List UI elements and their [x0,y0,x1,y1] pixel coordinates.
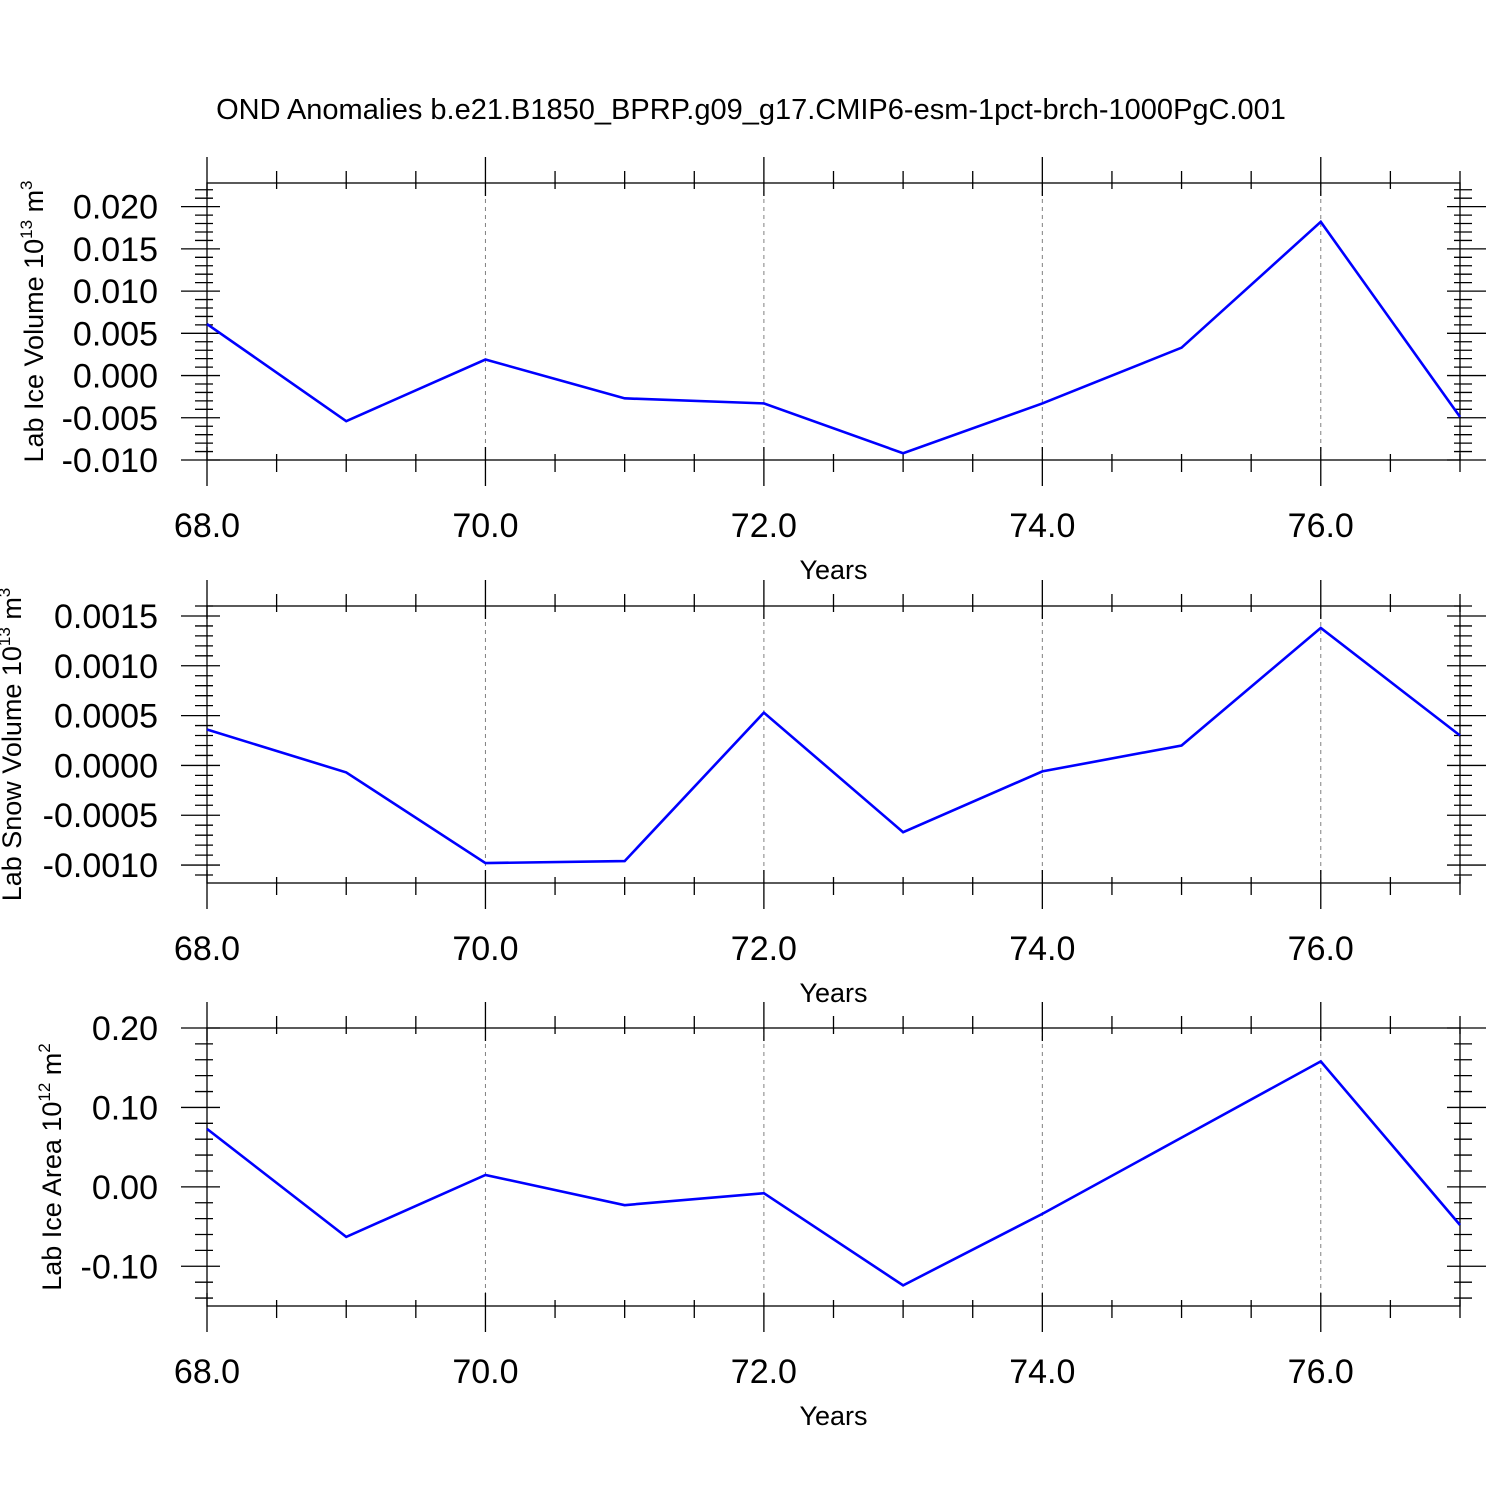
y-tick-label: 0.0010 [54,648,158,686]
y-axis-label-text: m [19,190,49,220]
y-axis-label-text: Lab Ice Area 10 [37,1102,67,1291]
x-tick-label: 76.0 [1288,507,1354,545]
y-tick-label: 0.20 [92,1010,158,1048]
y-tick-label: -0.0010 [43,847,158,885]
y-tick-label: 0.00 [92,1169,158,1207]
x-tick-label: 72.0 [731,930,797,968]
x-tick-label: 70.0 [452,1353,518,1391]
y-tick-label: 0.005 [73,315,158,353]
y-axis-label-superscript: 3 [17,180,36,189]
y-axis-label-superscript: 3 [0,588,14,597]
x-axis-label: Years [799,1401,867,1431]
x-tick-label: 70.0 [452,930,518,968]
panels: 68.0 70.0 72.0 74.0 76.0 -0.010 -0.005 0.000 0.0… [0,157,1486,1431]
y-axis-label-superscript: 13 [17,220,36,239]
x-tick-label: 72.0 [731,1353,797,1391]
x-tick-label: 74.0 [1009,507,1075,545]
y-tick-label: 0.000 [73,358,158,396]
plot-frame [206,1027,1461,1307]
x-tick-label: 76.0 [1288,930,1354,968]
panel-2: 68.0 70.0 72.0 74.0 76.0 -0.0010 -0.0005 0.0000… [0,580,1486,1008]
y-axis-label: Lab Ice Volume 1013 m3 [17,180,49,462]
x-tick-label: 68.0 [174,930,240,968]
y-axis-label-text: Lab Snow Volume 10 [0,646,27,901]
y-tick-label: 0.0005 [54,698,158,736]
x-axis-label: Years [799,978,867,1008]
panel-3: 68.0 70.0 72.0 74.0 76.0 -0.10 0.00 0.10 0.20 Yea… [35,1002,1486,1431]
series-line [206,626,1461,865]
y-axis-label-text: Lab Ice Volume 10 [19,239,49,463]
y-axis-label-superscript: 13 [0,627,14,646]
x-tick-label: 74.0 [1009,1353,1075,1391]
plot-frame [206,605,1461,884]
y-tick-label: 0.015 [73,231,158,269]
panel-1: 68.0 70.0 72.0 74.0 76.0 -0.010 -0.005 0.000 0.0… [17,157,1486,585]
y-tick-label: 0.0000 [54,747,158,785]
series-line [206,219,1462,455]
y-tick-label: -0.10 [81,1248,159,1286]
x-tick-label: 76.0 [1288,1353,1354,1391]
y-axis-label: Lab Snow Volume 1013 m3 [0,588,27,902]
y-tick-label: -0.005 [62,400,158,438]
x-tick-label: 74.0 [1009,930,1075,968]
y-axis-label: Lab Ice Area 1012 m2 [35,1043,67,1291]
y-axis-label-superscript: 2 [35,1043,54,1052]
y-tick-label: -0.010 [62,442,158,480]
y-tick-label: -0.0005 [43,797,158,835]
y-axis-label-text: m [0,597,27,627]
y-tick-label: 0.0015 [54,598,158,636]
x-axis-label: Years [799,555,867,585]
x-tick-label: 70.0 [452,507,518,545]
plot-frame [206,182,1461,461]
figure-title: OND Anomalies b.e21.B1850_BPRP.g09_g17.C… [216,94,1286,126]
x-tick-label: 72.0 [731,507,797,545]
x-tick-label: 68.0 [174,507,240,545]
y-tick-label: 0.020 [73,189,158,227]
series-line [206,1059,1461,1287]
y-tick-label: 0.010 [73,273,158,311]
x-tick-label: 68.0 [174,1353,240,1391]
y-tick-label: 0.10 [92,1089,158,1127]
y-axis-label-text: m [37,1053,67,1083]
y-axis-label-superscript: 12 [35,1083,54,1102]
